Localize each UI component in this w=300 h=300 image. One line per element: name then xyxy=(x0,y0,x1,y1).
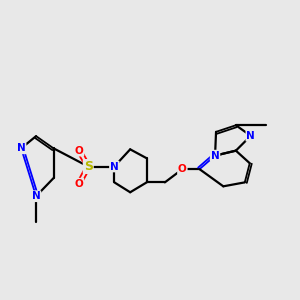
Text: S: S xyxy=(84,160,93,173)
Text: N: N xyxy=(32,191,40,201)
Text: N: N xyxy=(211,151,219,160)
Text: N: N xyxy=(17,143,26,153)
Text: N: N xyxy=(246,131,255,141)
Text: N: N xyxy=(110,161,119,172)
Text: O: O xyxy=(178,164,187,174)
Text: O: O xyxy=(75,179,83,189)
Text: O: O xyxy=(75,146,83,156)
